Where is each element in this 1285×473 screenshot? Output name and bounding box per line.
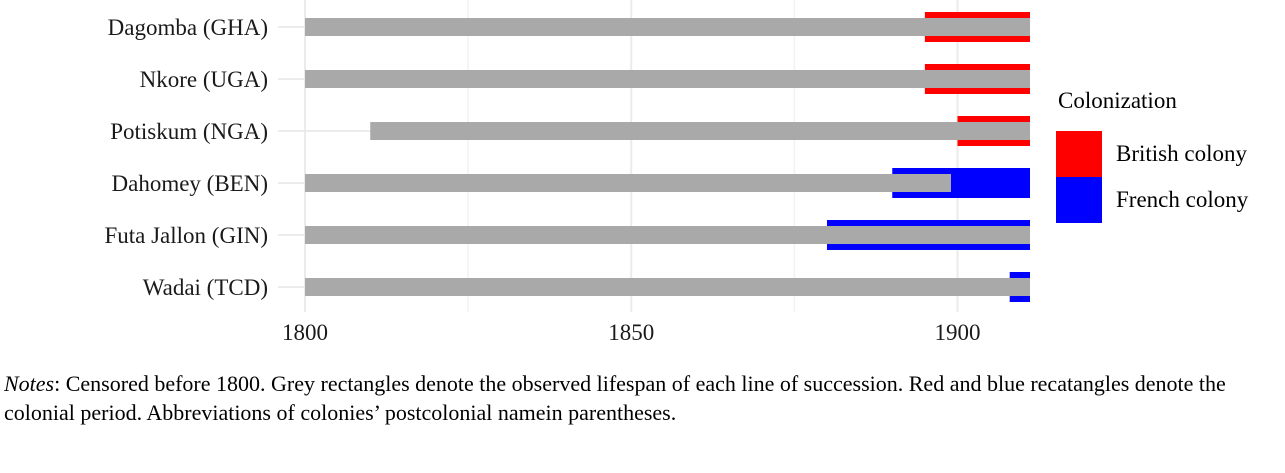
lifespan-bar-1: [305, 70, 1030, 88]
legend-title: Colonization: [1058, 88, 1177, 113]
y-label-3: Dahomey (BEN): [112, 171, 269, 196]
legend-key-british: [1056, 131, 1102, 177]
x-tick-label-1800: 1800: [282, 320, 328, 345]
lifespan-bar-2: [370, 122, 1030, 140]
lifespan-bar-5: [305, 278, 1030, 296]
y-axis-labels: Dagomba (GHA) Nkore (UGA) Potiskum (NGA) Da…: [104, 15, 268, 300]
legend-item-french: French colony: [1056, 177, 1248, 223]
legend-key-french: [1056, 177, 1102, 223]
notes-label: Notes: [4, 371, 55, 396]
lifespan-bar-3: [305, 174, 951, 192]
y-label-4: Futa Jallon (GIN): [104, 223, 268, 248]
lifespan-bar-4: [305, 226, 1030, 244]
legend: Colonization British colony French colon…: [1056, 88, 1248, 223]
x-tick-label-1850: 1850: [608, 320, 654, 345]
y-label-5: Wadai (TCD): [143, 275, 268, 300]
timeline-chart: Dagomba (GHA) Nkore (UGA) Potiskum (NGA) Da…: [104, 0, 1030, 345]
legend-item-british: British colony: [1056, 131, 1248, 177]
legend-label-british: British colony: [1116, 141, 1247, 166]
bars-layer: [305, 12, 1030, 302]
notes-text: : Censored before 1800. Grey rectangles …: [4, 371, 1226, 425]
y-label-2: Potiskum (NGA): [110, 119, 268, 144]
notes: Notes: Censored before 1800. Grey rectan…: [4, 369, 1274, 427]
x-axis-ticks: 18001850190019502000: [282, 320, 981, 345]
y-label-1: Nkore (UGA): [140, 67, 268, 92]
x-tick-label-1900: 1900: [935, 320, 981, 345]
lifespan-bar-0: [305, 18, 1030, 36]
notes-paragraph: Notes: Censored before 1800. Grey rectan…: [4, 369, 1274, 427]
y-label-0: Dagomba (GHA): [108, 15, 268, 40]
legend-label-french: French colony: [1116, 187, 1249, 212]
grid-lines: [278, 0, 1015, 312]
